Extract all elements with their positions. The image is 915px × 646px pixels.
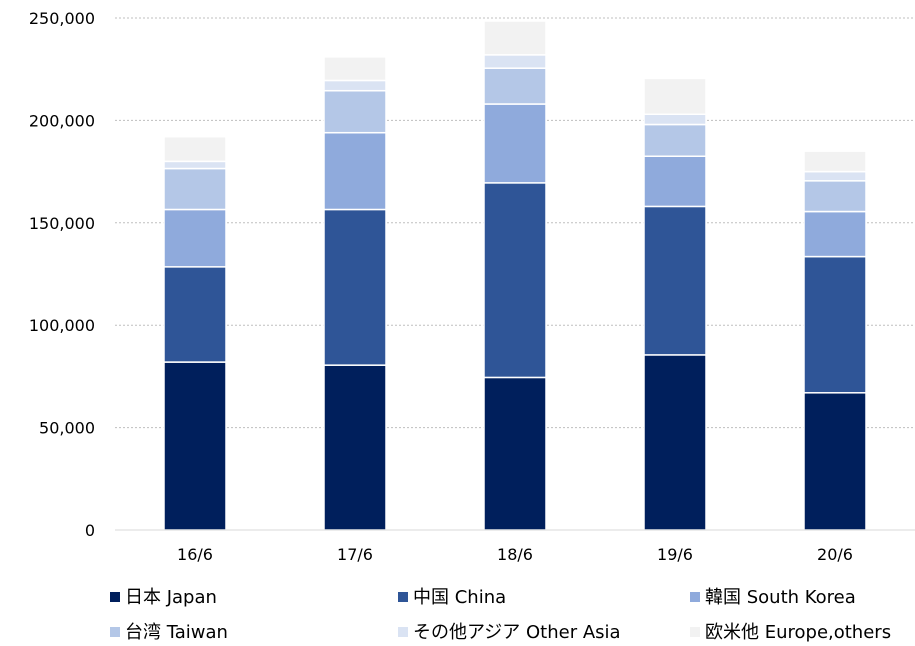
bar-segment (803, 392, 867, 531)
x-tick-label: 16/6 (177, 545, 213, 564)
legend-swatch (110, 627, 120, 637)
legend-swatch (690, 627, 700, 637)
bar-segment (643, 205, 707, 356)
bar-segment (643, 354, 707, 531)
legend-swatch (690, 592, 700, 602)
bar-segment (163, 266, 227, 363)
bar-segment (483, 20, 547, 56)
legend-swatch (110, 592, 120, 602)
legend-label: 韓国 South Korea (705, 587, 856, 608)
y-tick-label: 0 (85, 521, 95, 540)
legend-label: 日本 Japan (125, 587, 217, 608)
bar-segment (643, 77, 707, 116)
bar-segment (483, 182, 547, 379)
axis-layer: 0 50,000 100,000 150,000 200,000 250,000 16/6 1… (29, 9, 915, 564)
bar-segment (323, 364, 387, 531)
bar-segment (323, 89, 387, 134)
legend-label: その他アジア Other Asia (413, 622, 621, 643)
bar-segment (483, 376, 547, 531)
bar-segment (803, 180, 867, 213)
legend: 日本 Japan 中国 China 韓国 South Korea 台湾 Taiwan そ… (110, 587, 891, 643)
y-tick-label: 250,000 (29, 9, 95, 28)
y-tick-label: 150,000 (29, 214, 95, 233)
bar-segment (803, 150, 867, 173)
bar-segment (803, 210, 867, 258)
bar-segment (163, 136, 227, 163)
x-tick-label: 20/6 (817, 545, 853, 564)
legend-swatch (398, 592, 408, 602)
x-tick-label: 18/6 (497, 545, 533, 564)
bar-layer (163, 20, 867, 531)
legend-swatch (398, 627, 408, 637)
y-tick-label: 50,000 (39, 419, 95, 438)
bar-segment (323, 131, 387, 211)
y-tick-label: 100,000 (29, 316, 95, 335)
bar-segment (163, 208, 227, 268)
bar-segment (643, 155, 707, 208)
bar-segment (163, 167, 227, 211)
bar-segment (323, 208, 387, 366)
y-tick-label: 200,000 (29, 111, 95, 130)
bar-segment (163, 361, 227, 531)
x-tick-label: 19/6 (657, 545, 693, 564)
bar-segment (323, 79, 387, 92)
x-tick-label: 17/6 (337, 545, 373, 564)
bar-segment (163, 160, 227, 170)
bar-segment (483, 103, 547, 184)
bar-segment (483, 67, 547, 105)
legend-label: 欧米他 Europe,others (705, 622, 891, 643)
bar-segment (323, 56, 387, 82)
bar-segment (643, 123, 707, 157)
bar-segment (803, 255, 867, 394)
bar-segment (643, 113, 707, 126)
bar-segment (483, 54, 547, 69)
legend-label: 中国 China (413, 587, 506, 608)
legend-label: 台湾 Taiwan (125, 622, 228, 643)
bar-segment (803, 170, 867, 182)
